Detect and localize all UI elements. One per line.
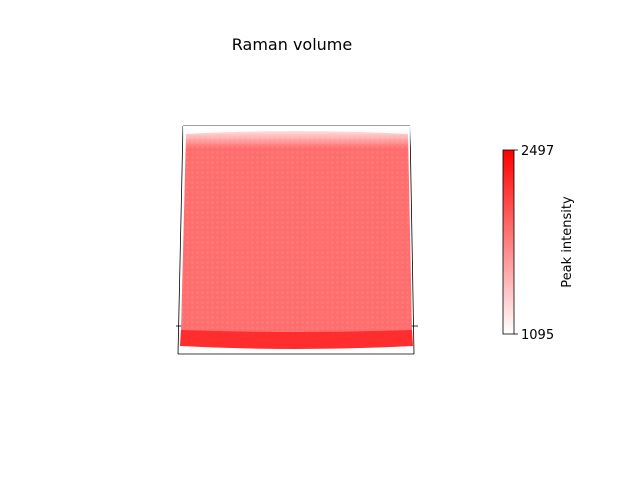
box-edge-left bbox=[177, 125, 184, 355]
chart-title: Raman volume bbox=[232, 35, 352, 54]
box-edge-right bbox=[409, 125, 415, 355]
point-cloud-face bbox=[180, 126, 413, 349]
volume-plot bbox=[176, 125, 418, 355]
colorbar: 2497 1095 Peak intensity bbox=[502, 144, 575, 343]
point-cloud-top-fade bbox=[183, 126, 411, 148]
colorbar-tick-label-max: 2497 bbox=[521, 144, 554, 159]
colorbar-label: Peak intensity bbox=[560, 196, 575, 288]
colorbar-tick-label-min: 1095 bbox=[521, 328, 554, 343]
point-cloud-bottom-band bbox=[180, 330, 413, 349]
point-cloud-texture bbox=[181, 131, 412, 333]
colorbar-gradient bbox=[502, 149, 515, 335]
